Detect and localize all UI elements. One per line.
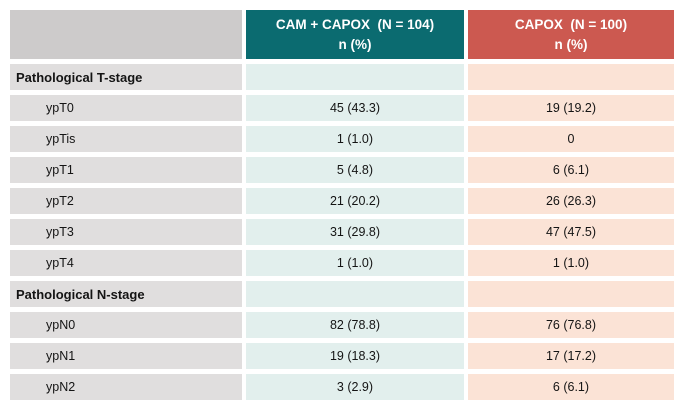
column-header-capox: CAPOX (N = 100) n (%) — [468, 10, 674, 59]
capox-value-cell: 6 (6.1) — [468, 374, 674, 400]
cam-capox-value-cell — [246, 281, 464, 307]
column-header-cam-capox-subtitle: n (%) — [338, 36, 372, 52]
row-label-ypt3: ypT3 — [10, 219, 242, 245]
results-table: CAM + CAPOX (N = 104) n (%) CAPOX (N = 1… — [10, 10, 674, 400]
capox-value-cell: 6 (6.1) — [468, 157, 674, 183]
section-header-t-stage: Pathological T-stage — [10, 64, 242, 90]
capox-value-cell: 19 (19.2) — [468, 95, 674, 121]
cam-capox-value-cell: 82 (78.8) — [246, 312, 464, 338]
capox-value-cell: 47 (47.5) — [468, 219, 674, 245]
capox-value-cell — [468, 64, 674, 90]
column-header-capox-subtitle: n (%) — [554, 36, 588, 52]
row-label-ypn2: ypN2 — [10, 374, 242, 400]
cam-capox-value-cell: 19 (18.3) — [246, 343, 464, 369]
column-header-capox-title: CAPOX (N = 100) — [514, 16, 628, 32]
capox-value-cell: 76 (76.8) — [468, 312, 674, 338]
row-label-ypt1: ypT1 — [10, 157, 242, 183]
cam-capox-value-cell: 1 (1.0) — [246, 126, 464, 152]
cam-capox-value-cell: 1 (1.0) — [246, 250, 464, 276]
capox-value-cell — [468, 281, 674, 307]
row-label-yptis: ypTis — [10, 126, 242, 152]
column-header-cam-capox-title: CAM + CAPOX (N = 104) — [275, 16, 435, 32]
row-label-ypt4: ypT4 — [10, 250, 242, 276]
column-header-cam-capox: CAM + CAPOX (N = 104) n (%) — [246, 10, 464, 59]
capox-value-cell: 1 (1.0) — [468, 250, 674, 276]
row-label-ypn1: ypN1 — [10, 343, 242, 369]
cam-capox-value-cell: 3 (2.9) — [246, 374, 464, 400]
row-label-ypt0: ypT0 — [10, 95, 242, 121]
capox-value-cell: 26 (26.3) — [468, 188, 674, 214]
section-header-n-stage: Pathological N-stage — [10, 281, 242, 307]
header-empty-cell — [10, 10, 242, 59]
cam-capox-value-cell: 31 (29.8) — [246, 219, 464, 245]
row-label-ypt2: ypT2 — [10, 188, 242, 214]
cam-capox-value-cell: 21 (20.2) — [246, 188, 464, 214]
capox-value-cell: 0 — [468, 126, 674, 152]
cam-capox-value-cell: 45 (43.3) — [246, 95, 464, 121]
row-label-ypn0: ypN0 — [10, 312, 242, 338]
capox-value-cell: 17 (17.2) — [468, 343, 674, 369]
cam-capox-value-cell: 5 (4.8) — [246, 157, 464, 183]
cam-capox-value-cell — [246, 64, 464, 90]
